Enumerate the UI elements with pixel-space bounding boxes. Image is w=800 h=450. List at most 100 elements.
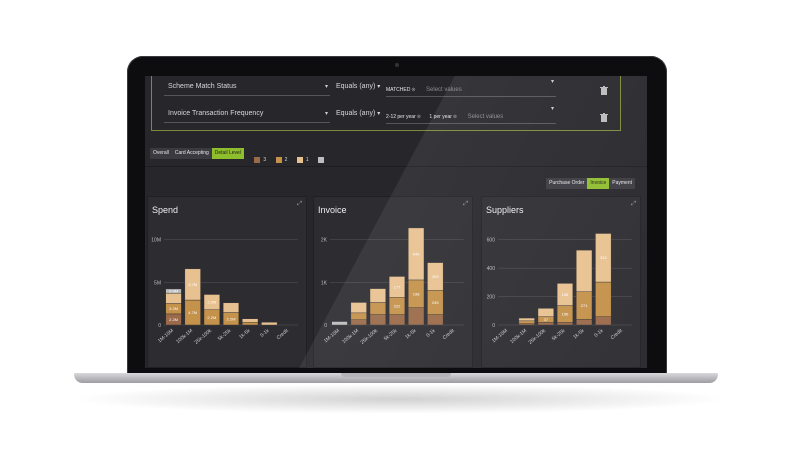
legend-item[interactable]: 1 [296,155,309,166]
operator-label: Equals (any) [336,83,376,90]
expand-icon[interactable]: ⤢ [297,201,302,207]
value-placeholder: Select values [426,87,462,93]
field-select[interactable]: Scheme Match Status ▾ [164,78,330,96]
caret-down-icon: ▾ [377,84,381,90]
filter-row: Scheme Match Status ▾ Equals (any) ▾ MAT… [164,78,608,97]
operator-select[interactable]: Equals (any) ▾ [336,78,382,96]
trash-icon[interactable] [600,109,608,122]
tab-payment[interactable]: Payment [609,178,635,189]
y-tick-label: 1K [321,280,328,286]
field-select[interactable]: Invoice Transaction Frequency ▾ [164,105,330,123]
bar-segment [388,314,406,326]
data-label: 0.9M [169,289,178,294]
data-label: 37 [544,317,549,322]
bar-segment [576,319,593,326]
caret-down-icon: ▾ [324,84,328,90]
operator-select[interactable]: Equals (any) ▾ [336,105,382,123]
camera-icon [395,63,399,67]
x-tick-label: 0-1k [593,328,605,339]
y-tick-label: 600 [487,238,496,244]
bar-segment [427,262,444,291]
divider [145,166,647,167]
x-tick-label: 1M-10M [491,328,509,344]
bar-segment [331,321,348,326]
chip-remove-icon[interactable]: ⊗ [416,114,421,120]
legend-item[interactable] [318,155,327,166]
suppliers-chart: 0 200 400 600 1M-10M 100k-1M 37 25k-100k 156 156 5… [487,233,632,346]
data-label: 3.7M [188,282,197,287]
bar-segment [595,233,612,283]
laptop-screen: Scheme Match Status ▾ Equals (any) ▾ MAT… [145,76,647,368]
data-label: 198 [413,291,420,296]
bar-segment [350,312,367,321]
y-tick-label: 0 [158,323,161,329]
x-tick-label: 1M-10M [323,328,341,344]
data-label: 156 [562,292,569,297]
laptop-base [74,373,718,383]
legend-swatch [296,156,303,163]
spend-chart: 05M10M2.2M3.2M0.9M1M-10M4.7M3.7M100k-1M2… [151,238,298,346]
bar-segment [350,302,367,314]
legend-swatch [318,156,325,163]
y-tick-label: 0 [492,323,495,329]
x-tick-label: 1k-5k [238,328,252,341]
bar-segment [576,249,593,292]
bar-segment [369,288,386,303]
y-tick-label: 200 [487,295,496,301]
value-chip: MATCHED⊗ [386,87,416,93]
tab-card-accepting[interactable]: Card Accepting [171,148,212,159]
bar-segment [518,320,535,324]
chart-title: Suppliers [486,205,524,215]
data-label: 315 [600,255,607,260]
bar-segment [369,302,386,315]
level-toggle: Overall Card Accepting Detail Level 3 2 1 [150,148,332,163]
caret-down-icon: ▾ [550,79,554,85]
legend-swatch [275,156,282,163]
metric-toggle: Purchase Order Invoice Payment [546,178,635,189]
y-tick-label: 5M [154,280,161,286]
tab-purchase-order[interactable]: Purchase Order [546,178,588,189]
chip-remove-icon[interactable]: ⊗ [411,87,416,93]
expand-icon[interactable]: ⤢ [463,201,468,207]
value-multiselect[interactable]: MATCHED⊗ Select values ▾ [386,78,556,97]
field-label: Scheme Match Status [168,83,237,90]
trash-icon[interactable] [600,82,608,95]
chart-title: Invoice [318,205,347,215]
tab-invoice[interactable]: Invoice [587,178,610,189]
legend-item[interactable]: 2 [275,155,287,166]
data-label: 2.2M [207,315,216,320]
chip-remove-icon[interactable]: ⊗ [452,114,458,120]
tab-overall[interactable]: Overall [150,148,172,159]
x-tick-label: 25k-100k [360,328,380,346]
bar-segment [408,307,425,326]
bar-segment [165,288,182,294]
bar-segment [369,314,386,326]
tab-detail-level[interactable]: Detail Level [211,148,244,159]
x-tick-label: 25k-100k [194,328,214,346]
invoice-chart: 0 1K 2K 1M-10M 100k-1M 25k-100k 222 177 5k-25k 19… [321,227,464,346]
x-tick-label: 100k-1M [509,328,528,345]
x-tick-label: 100k-1M [341,328,360,345]
data-label: 4.7M [188,310,197,315]
caret-down-icon: ▾ [377,111,381,117]
bar-segment [388,276,406,298]
field-label: Invoice Transaction Frequency [168,110,264,117]
data-label: 245 [432,300,439,305]
caret-down-icon: ▾ [324,111,328,117]
bar-segment [408,227,425,281]
legend-item[interactable]: 3 [254,155,266,166]
bar-segment [222,302,240,313]
data-label: 271 [581,303,588,308]
expand-icon[interactable]: ⤢ [631,201,636,207]
x-tick-label: Credit [610,328,625,342]
bar-segment [595,281,612,317]
filter-panel: Scheme Match Status ▾ Equals (any) ▾ MAT… [151,76,621,131]
bar-segment [518,317,535,322]
data-label: 2.2M [169,317,178,322]
bar-segment [595,316,612,326]
filter-row: Invoice Transaction Frequency ▾ Equals (… [164,105,608,124]
value-multiselect[interactable]: 2-12 per year⊗ 1 per year⊗ Select values… [386,105,556,124]
legend: 3 2 1 [254,148,332,166]
bar-segment [242,322,259,326]
x-tick-label: 5k-25k [217,328,233,343]
